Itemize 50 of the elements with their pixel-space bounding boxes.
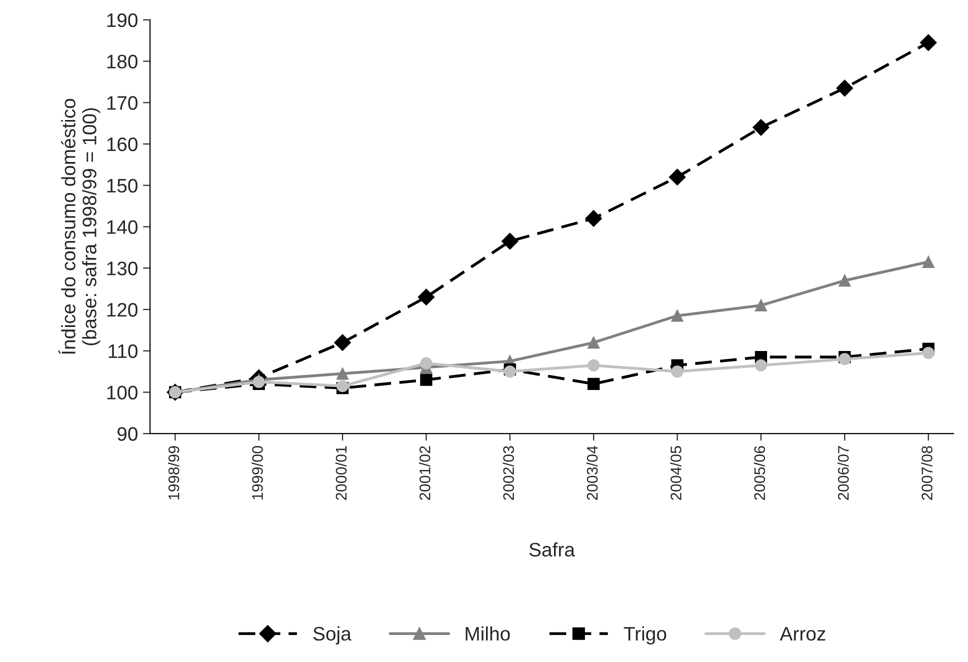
x-tick-label: 2002/03 (502, 446, 514, 500)
legend-label: Milho (466, 626, 510, 641)
x-tick-label: 2006/07 (838, 446, 849, 500)
x-tick-label: 2000/01 (335, 446, 347, 500)
y-tick-label: 170 (107, 96, 138, 110)
x-tick-label: 2005/06 (754, 446, 766, 500)
point (671, 365, 684, 378)
y-axis-title: Índice do consumo doméstico (base: safra 1998/99 = 100) (58, 98, 100, 354)
x-tick-label: 2001/02 (419, 446, 430, 500)
legend-label: Soja (313, 626, 352, 644)
point (334, 334, 351, 351)
y-tick-label: 160 (107, 137, 138, 152)
point (336, 380, 349, 392)
point (922, 346, 934, 360)
point (418, 288, 435, 306)
point (922, 256, 934, 268)
point (754, 299, 768, 312)
point (920, 34, 937, 51)
point (252, 376, 265, 388)
y-tick-label: 150 (107, 178, 138, 193)
y-tick-label: 110 (108, 344, 138, 358)
x-tick-label: 2007/08 (921, 446, 932, 500)
point (588, 336, 600, 349)
point (502, 232, 518, 250)
point (668, 168, 686, 186)
point (420, 357, 432, 370)
x-tick-label: 2004/05 (670, 446, 682, 500)
x-tick-label: 2003/04 (586, 446, 598, 500)
x-tick-label: 1998/99 (168, 446, 180, 500)
y-tick-label: 90 (118, 427, 138, 441)
point (671, 310, 684, 322)
legend-label: Trigo (624, 626, 666, 644)
point (752, 119, 770, 136)
x-tick-label: 1999/00 (252, 446, 263, 500)
y-tick-label: 140 (107, 220, 138, 234)
x-axis-title: Safra (529, 542, 575, 557)
point (420, 374, 432, 386)
y-tick-label: 130 (107, 262, 138, 276)
point (585, 210, 602, 227)
y-tick-label: 180 (107, 54, 138, 68)
y-tick-label: 100 (107, 386, 138, 400)
legend-label: Arroz (780, 627, 826, 641)
point (838, 274, 851, 287)
y-tick-label: 190 (107, 13, 138, 28)
point (588, 378, 600, 390)
point (588, 359, 600, 372)
point (336, 368, 349, 380)
point (754, 359, 768, 372)
point (836, 80, 854, 97)
y-tick-label: 120 (107, 302, 138, 317)
